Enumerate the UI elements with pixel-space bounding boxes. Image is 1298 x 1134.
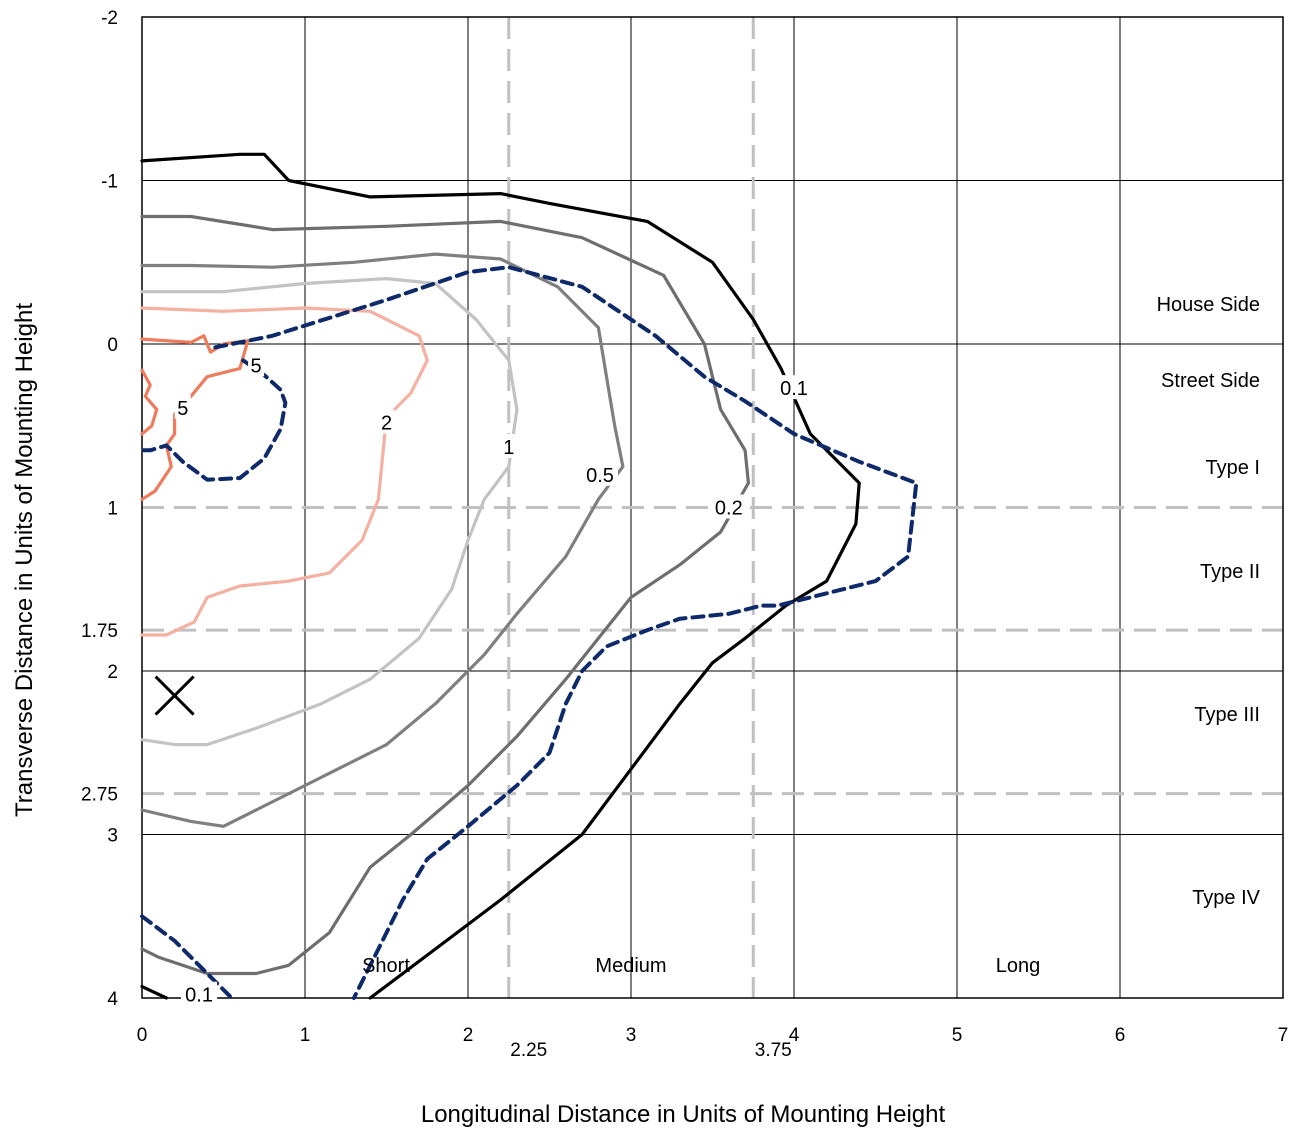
- marker-stroke: [154, 675, 195, 716]
- x-axis-title: Longitudinal Distance in Units of Mounti…: [421, 1101, 946, 1128]
- x-tick-label-extra: 3.75: [755, 1040, 792, 1061]
- y-tick-label: -1: [101, 172, 118, 193]
- contour-2: [140, 306, 429, 637]
- contour-label: 1: [503, 437, 514, 459]
- x-tick-label: 2: [463, 1025, 474, 1046]
- x-tick-label-extra: 2.25: [510, 1040, 547, 1061]
- contour-label-bg: [500, 434, 517, 459]
- x-tick-label: 6: [1115, 1025, 1126, 1046]
- contour-1: [140, 277, 519, 747]
- y-tick-label: 3: [107, 826, 118, 847]
- contour-label-bg: [378, 409, 395, 434]
- y-tick-label: 1: [107, 499, 118, 520]
- contour-label: 2: [381, 412, 392, 434]
- contour-label: 0.5: [586, 465, 614, 487]
- x-tick-label: 5: [952, 1025, 963, 1046]
- region-type-3: Type III: [1194, 704, 1260, 726]
- contour-0-2: [140, 214, 750, 976]
- y-tick-label: 4: [107, 989, 118, 1010]
- region-short: Short: [362, 955, 410, 977]
- contour-0-5: [140, 252, 625, 828]
- y-tick-label: 0: [107, 335, 118, 356]
- region-street-side: Street Side: [1161, 370, 1260, 392]
- contour-5: [140, 368, 159, 436]
- plot-frame: [141, 16, 1284, 999]
- contour-label: 5: [251, 355, 262, 377]
- region-house-side: House Side: [1157, 294, 1260, 316]
- contour-label-bg: [174, 394, 191, 419]
- contour-labels: 0.1 0.2 0.5 1 2 5 5 0.1: [174, 352, 812, 1007]
- x-tick-label: 7: [1278, 1025, 1289, 1046]
- x-tick-label: 1: [300, 1025, 311, 1046]
- region-type-2: Type II: [1200, 561, 1260, 583]
- contour-lines: [140, 152, 919, 1000]
- y-tick-labels: -2 -1 0 1 1.75 2 2.75 3 4: [81, 8, 118, 1010]
- x-tick-label: 0: [137, 1025, 148, 1046]
- region-type-1: Type I: [1206, 457, 1260, 479]
- region-medium: Medium: [595, 955, 666, 977]
- region-type-4: Type IV: [1192, 887, 1260, 909]
- contour-5: [140, 334, 250, 501]
- region-labels: House Side Street Side Type I Type II Ty…: [362, 294, 1261, 977]
- contour-label-bg: [181, 981, 218, 1006]
- contour-label: 0.2: [715, 498, 743, 520]
- contour-label: 5: [177, 398, 188, 420]
- y-tick-label: 2.75: [81, 785, 118, 806]
- contour-label-bg: [710, 494, 747, 519]
- classification-lines: [142, 17, 1283, 998]
- x-tick-label: 3: [626, 1025, 637, 1046]
- y-tick-label: 2: [107, 662, 118, 683]
- contour-label: 0.1: [185, 985, 213, 1007]
- y-tick-label: -2: [101, 8, 118, 29]
- contour-label-bg: [248, 352, 265, 377]
- contour-max-candela: [140, 914, 234, 1000]
- contour-max-candela: [213, 265, 919, 1000]
- y-axis-title: Transverse Distance in Units of Mounting…: [11, 303, 38, 817]
- contour-max-candela: [140, 358, 288, 482]
- region-long: Long: [996, 955, 1041, 977]
- luminaire-marker: [154, 675, 195, 716]
- contour-label-bg: [582, 461, 619, 486]
- x-tick-label: 4: [789, 1025, 800, 1046]
- contour-0-1: [140, 152, 861, 1000]
- y-tick-label: 1.75: [81, 621, 118, 642]
- contour-0-1: [140, 985, 168, 1000]
- x-tick-labels: 0 1 2 3 4 5 6 7 2.25 3.75: [137, 1025, 1289, 1061]
- contour-label-bg: [776, 375, 812, 400]
- contour-label: 0.1: [780, 378, 808, 400]
